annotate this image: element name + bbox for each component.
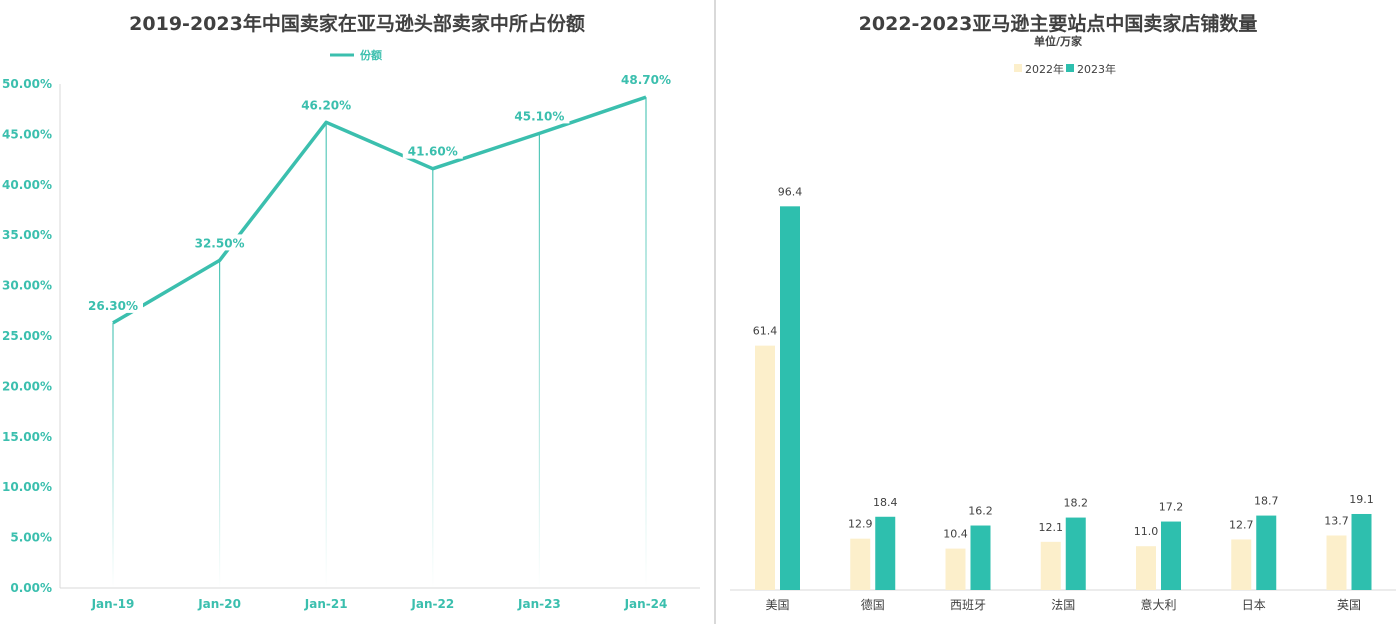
drop-line	[112, 322, 114, 588]
category-label: 西班牙	[950, 598, 986, 612]
bar-value-label: 18.2	[1064, 497, 1089, 510]
bar-value-label: 12.9	[848, 518, 873, 531]
y-tick-label: 50.00%	[2, 77, 52, 91]
data-label: 26.30%	[88, 299, 138, 313]
legend-swatch-2022	[1014, 64, 1022, 72]
share-line-chart: 份额 0.00% 5.00% 10.00% 15.00% 20.00% 25.00% 30.…	[2, 48, 700, 611]
legend-label-2022: 2022年	[1025, 62, 1064, 76]
bar-2022	[1231, 539, 1252, 590]
bar-value-label: 96.4	[778, 185, 803, 198]
panel-divider	[714, 0, 716, 624]
share-series-line	[112, 95, 647, 325]
bar-value-label: 11.0	[1134, 525, 1159, 538]
bar-value-label: 61.4	[753, 325, 778, 338]
drop-line	[432, 168, 434, 588]
y-tick-label: 30.00%	[2, 279, 52, 293]
share-legend-label: 份额	[360, 48, 382, 62]
share-chart-title: 2019-2023年中国卖家在亚马逊头部卖家中所占份额	[129, 13, 585, 35]
store-legend: 2022年 2023年	[1014, 62, 1116, 76]
bar-value-label: 13.7	[1324, 514, 1349, 527]
share-line-chart-panel: 2019-2023年中国卖家在亚马逊头部卖家中所占份额 份额 0.00% 5.00…	[2, 13, 700, 611]
y-tick-label: 40.00%	[2, 178, 52, 192]
data-label-bg	[509, 107, 570, 124]
data-label: 48.70%	[621, 73, 671, 87]
category-label: 意大利	[1140, 597, 1176, 612]
bar-2023	[1065, 517, 1086, 590]
x-tick-label: Jan-19	[91, 597, 135, 611]
data-label-bg	[189, 234, 250, 251]
data-label: 41.60%	[408, 145, 458, 159]
y-tick-label: 0.00%	[10, 581, 52, 595]
data-label: 46.20%	[301, 98, 351, 112]
y-tick-label: 45.00%	[2, 127, 52, 141]
bar-value-label: 12.1	[1039, 521, 1064, 534]
category-label: 德国	[861, 597, 885, 612]
bar-2022	[1136, 546, 1156, 590]
store-bar-chart: 2022年 2023年 61.4 96.4 美国 12.918.4 德国 10.416.2…	[730, 62, 1396, 612]
data-label-bg	[296, 96, 357, 113]
x-tick-label: Jan-20	[197, 597, 241, 611]
category-label: 英国	[1337, 598, 1361, 612]
bar-value-label: 10.4	[943, 528, 968, 541]
bar-value-label: 19.1	[1349, 493, 1374, 506]
drop-line	[219, 260, 221, 588]
bar-2023	[1256, 515, 1277, 590]
bar-2023	[875, 516, 896, 590]
x-tick-label: Jan-22	[410, 597, 454, 611]
y-tick-label: 5.00%	[10, 531, 52, 545]
category-label: 法国	[1051, 598, 1075, 612]
store-chart-unit: 单位/万家	[1033, 35, 1083, 48]
y-tick-label: 35.00%	[2, 228, 52, 242]
bar-2023	[970, 525, 991, 590]
bar-2022	[1040, 541, 1061, 590]
bar-2022	[755, 345, 775, 590]
drop-line	[538, 133, 540, 588]
data-label-bg	[83, 296, 143, 313]
x-tick-label: Jan-21	[304, 597, 348, 611]
bar-value-label: 18.4	[873, 496, 898, 509]
category-label: 日本	[1242, 598, 1266, 612]
legend-swatch-2023	[1066, 64, 1074, 72]
store-chart-title: 2022-2023亚马逊主要站点中国卖家店铺数量	[858, 13, 1258, 35]
y-tick-label: 10.00%	[2, 480, 52, 494]
bar-2023	[1351, 513, 1372, 590]
bar-value-label: 16.2	[968, 505, 993, 518]
y-tick-label: 15.00%	[2, 430, 52, 444]
share-legend: 份额	[330, 48, 382, 62]
bar-2023	[780, 206, 800, 590]
bar-2022	[850, 538, 871, 590]
x-tick-label: Jan-23	[517, 597, 561, 611]
store-count-bar-chart-panel: 2022-2023亚马逊主要站点中国卖家店铺数量 单位/万家 2022年 202…	[716, 0, 1400, 624]
data-label-bg	[616, 71, 676, 88]
bar-2023	[1161, 521, 1181, 590]
x-tick-label: Jan-24	[624, 597, 668, 611]
y-tick-label: 25.00%	[2, 329, 52, 343]
bar-value-label: 12.7	[1229, 518, 1254, 531]
bar-2022	[1326, 535, 1347, 590]
drop-line	[645, 97, 647, 588]
legend-label-2023: 2023年	[1077, 62, 1116, 76]
y-tick-label: 20.00%	[2, 379, 52, 393]
data-label-bg	[402, 142, 463, 159]
bar-value-label: 17.2	[1159, 501, 1184, 514]
data-label: 32.50%	[195, 236, 245, 250]
category-label: 美国	[765, 598, 789, 612]
data-label: 45.10%	[514, 109, 564, 123]
bar-value-label: 18.7	[1254, 495, 1279, 508]
drop-line	[325, 122, 327, 588]
bar-2022	[945, 548, 966, 590]
